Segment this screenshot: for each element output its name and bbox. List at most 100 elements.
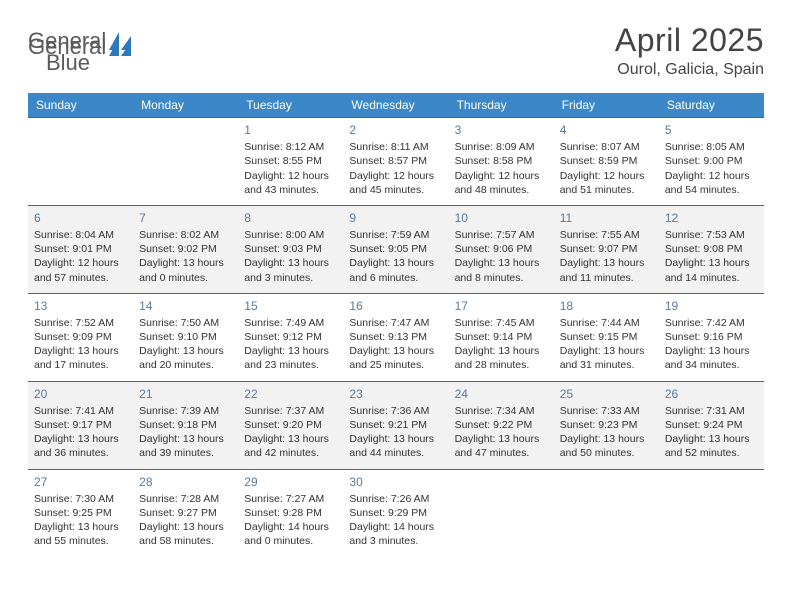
day-number: 27 bbox=[34, 474, 127, 490]
day-info-line: Daylight: 13 hours bbox=[455, 344, 548, 358]
day-info-line: and 0 minutes. bbox=[244, 534, 337, 548]
day-info-line: and 6 minutes. bbox=[349, 271, 442, 285]
day-info-line: Sunrise: 7:27 AM bbox=[244, 492, 337, 506]
day-info-line: and 45 minutes. bbox=[349, 183, 442, 197]
day-info-line: Sunset: 9:02 PM bbox=[139, 242, 232, 256]
day-cell bbox=[659, 469, 764, 556]
day-info-line: Sunrise: 7:30 AM bbox=[34, 492, 127, 506]
day-info-line: Sunrise: 7:31 AM bbox=[665, 404, 758, 418]
day-info-line: Sunrise: 7:57 AM bbox=[455, 228, 548, 242]
dayhead-wed: Wednesday bbox=[343, 93, 448, 118]
day-cell: 16Sunrise: 7:47 AMSunset: 9:13 PMDayligh… bbox=[343, 293, 448, 381]
day-cell: 12Sunrise: 7:53 AMSunset: 9:08 PMDayligh… bbox=[659, 205, 764, 293]
day-info-line: Sunrise: 7:33 AM bbox=[560, 404, 653, 418]
day-info-line: Daylight: 12 hours bbox=[349, 169, 442, 183]
day-cell: 20Sunrise: 7:41 AMSunset: 9:17 PMDayligh… bbox=[28, 381, 133, 469]
day-info-line: Sunset: 9:15 PM bbox=[560, 330, 653, 344]
day-info-line: and 47 minutes. bbox=[455, 446, 548, 460]
day-cell: 3Sunrise: 8:09 AMSunset: 8:58 PMDaylight… bbox=[449, 118, 554, 206]
day-info-line: and 55 minutes. bbox=[34, 534, 127, 548]
day-info-line: Sunset: 9:22 PM bbox=[455, 418, 548, 432]
day-cell: 9Sunrise: 7:59 AMSunset: 9:05 PMDaylight… bbox=[343, 205, 448, 293]
day-number: 10 bbox=[455, 210, 548, 226]
day-info-line: Sunrise: 7:39 AM bbox=[139, 404, 232, 418]
day-info-line: Daylight: 12 hours bbox=[455, 169, 548, 183]
day-info-line: Sunset: 9:25 PM bbox=[34, 506, 127, 520]
day-info-line: Daylight: 13 hours bbox=[244, 256, 337, 270]
day-info-line: Sunrise: 8:04 AM bbox=[34, 228, 127, 242]
dayhead-thu: Thursday bbox=[449, 93, 554, 118]
day-info-line: and 20 minutes. bbox=[139, 358, 232, 372]
day-number: 17 bbox=[455, 298, 548, 314]
day-info-line: Daylight: 13 hours bbox=[139, 432, 232, 446]
day-info-line: Sunset: 9:29 PM bbox=[349, 506, 442, 520]
title-block: April 2025 Ourol, Galicia, Spain bbox=[615, 22, 764, 79]
day-info-line: Sunrise: 8:11 AM bbox=[349, 140, 442, 154]
day-cell: 8Sunrise: 8:00 AMSunset: 9:03 PMDaylight… bbox=[238, 205, 343, 293]
day-info-line: and 31 minutes. bbox=[560, 358, 653, 372]
day-info-line: Daylight: 13 hours bbox=[560, 432, 653, 446]
week-row: 6Sunrise: 8:04 AMSunset: 9:01 PMDaylight… bbox=[28, 205, 764, 293]
day-info-line: Sunrise: 7:47 AM bbox=[349, 316, 442, 330]
day-info-line: Sunset: 9:09 PM bbox=[34, 330, 127, 344]
day-cell: 18Sunrise: 7:44 AMSunset: 9:15 PMDayligh… bbox=[554, 293, 659, 381]
day-number: 16 bbox=[349, 298, 442, 314]
day-info-line: and 25 minutes. bbox=[349, 358, 442, 372]
day-cell bbox=[133, 118, 238, 206]
day-cell: 5Sunrise: 8:05 AMSunset: 9:00 PMDaylight… bbox=[659, 118, 764, 206]
day-info-line: Sunset: 9:10 PM bbox=[139, 330, 232, 344]
day-info-line: Daylight: 13 hours bbox=[349, 344, 442, 358]
day-info-line: Daylight: 12 hours bbox=[560, 169, 653, 183]
day-cell: 17Sunrise: 7:45 AMSunset: 9:14 PMDayligh… bbox=[449, 293, 554, 381]
day-info-line: and 23 minutes. bbox=[244, 358, 337, 372]
day-info-line: Sunset: 9:24 PM bbox=[665, 418, 758, 432]
day-info-line: Sunset: 9:05 PM bbox=[349, 242, 442, 256]
day-info-line: Sunrise: 7:42 AM bbox=[665, 316, 758, 330]
day-info-line: Sunrise: 7:34 AM bbox=[455, 404, 548, 418]
day-info-line: and 58 minutes. bbox=[139, 534, 232, 548]
day-cell: 1Sunrise: 8:12 AMSunset: 8:55 PMDaylight… bbox=[238, 118, 343, 206]
day-number: 29 bbox=[244, 474, 337, 490]
day-info-line: Daylight: 13 hours bbox=[34, 432, 127, 446]
day-info-line: Daylight: 12 hours bbox=[34, 256, 127, 270]
day-cell: 25Sunrise: 7:33 AMSunset: 9:23 PMDayligh… bbox=[554, 381, 659, 469]
day-info-line: Sunrise: 7:37 AM bbox=[244, 404, 337, 418]
day-info-line: Sunrise: 8:12 AM bbox=[244, 140, 337, 154]
day-info-line: Daylight: 13 hours bbox=[34, 344, 127, 358]
day-number: 26 bbox=[665, 386, 758, 402]
day-info-line: Sunset: 9:07 PM bbox=[560, 242, 653, 256]
day-info-line: Daylight: 14 hours bbox=[244, 520, 337, 534]
calendar-page: General April 2025 Ourol, Galicia, Spain… bbox=[0, 0, 792, 574]
day-info-line: Sunset: 9:00 PM bbox=[665, 154, 758, 168]
week-row: 1Sunrise: 8:12 AMSunset: 8:55 PMDaylight… bbox=[28, 118, 764, 206]
day-number: 6 bbox=[34, 210, 127, 226]
day-cell: 24Sunrise: 7:34 AMSunset: 9:22 PMDayligh… bbox=[449, 381, 554, 469]
day-info-line: Daylight: 12 hours bbox=[244, 169, 337, 183]
day-info-line: Sunset: 9:21 PM bbox=[349, 418, 442, 432]
day-info-line: Sunset: 9:16 PM bbox=[665, 330, 758, 344]
day-info-line: Daylight: 13 hours bbox=[244, 344, 337, 358]
day-number: 2 bbox=[349, 122, 442, 138]
day-cell: 10Sunrise: 7:57 AMSunset: 9:06 PMDayligh… bbox=[449, 205, 554, 293]
day-number: 3 bbox=[455, 122, 548, 138]
day-info-line: Sunset: 9:06 PM bbox=[455, 242, 548, 256]
day-info-line: Sunset: 8:59 PM bbox=[560, 154, 653, 168]
day-info-line: Sunrise: 8:07 AM bbox=[560, 140, 653, 154]
logo-sail-icon2 bbox=[109, 38, 133, 56]
day-cell bbox=[554, 469, 659, 556]
day-number: 13 bbox=[34, 298, 127, 314]
day-number: 4 bbox=[560, 122, 653, 138]
location-text: Ourol, Galicia, Spain bbox=[615, 61, 764, 79]
dayhead-sat: Saturday bbox=[659, 93, 764, 118]
week-row: 13Sunrise: 7:52 AMSunset: 9:09 PMDayligh… bbox=[28, 293, 764, 381]
day-info-line: Sunrise: 7:36 AM bbox=[349, 404, 442, 418]
day-number: 9 bbox=[349, 210, 442, 226]
day-info-line: and 39 minutes. bbox=[139, 446, 232, 460]
day-info-line: Daylight: 13 hours bbox=[665, 256, 758, 270]
day-info-line: Daylight: 14 hours bbox=[349, 520, 442, 534]
day-info-line: Sunrise: 7:45 AM bbox=[455, 316, 548, 330]
day-number: 30 bbox=[349, 474, 442, 490]
page-header: General April 2025 Ourol, Galicia, Spain bbox=[28, 22, 764, 79]
calendar-table: Sunday Monday Tuesday Wednesday Thursday… bbox=[28, 93, 764, 556]
day-info-line: Sunrise: 7:55 AM bbox=[560, 228, 653, 242]
